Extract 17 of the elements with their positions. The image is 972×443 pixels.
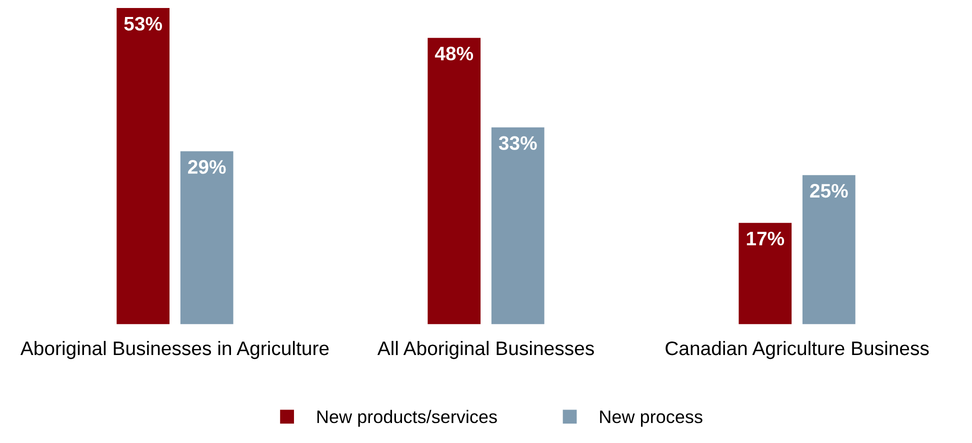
x-tick-label: Canadian Agriculture Business [666, 340, 929, 360]
data-label: 25% [810, 184, 848, 198]
data-label: 48% [434, 46, 474, 60]
x-tick-label: Aboriginal Businesses in Agriculture [20, 340, 329, 360]
legend-label: New products/services [317, 410, 497, 427]
x-tick-label: All Aboriginal Businesses [377, 340, 594, 360]
bar [180, 151, 234, 324]
bar [738, 222, 792, 324]
data-label: 53% [124, 16, 162, 31]
bar [428, 38, 481, 324]
data-label: 33% [498, 136, 537, 150]
bar [491, 127, 544, 324]
bar [116, 8, 170, 324]
bar [802, 175, 856, 324]
data-label: 17% [746, 232, 784, 246]
data-label: 29% [188, 160, 226, 174]
legend-label: New process [600, 410, 702, 427]
